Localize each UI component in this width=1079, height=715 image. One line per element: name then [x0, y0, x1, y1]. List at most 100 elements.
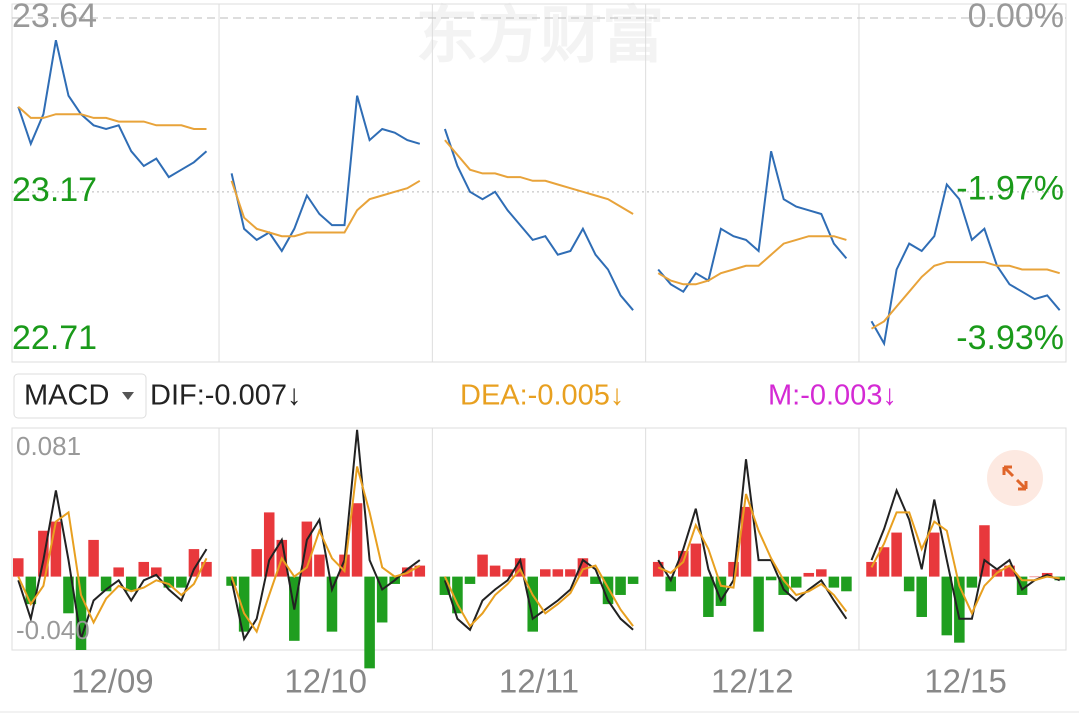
- histogram-bar: [75, 576, 87, 650]
- histogram-bar: [125, 576, 137, 592]
- histogram-bar: [1054, 576, 1065, 581]
- histogram-bar: [816, 569, 827, 577]
- histogram-bar: [13, 558, 24, 577]
- indicator-name: MACD: [24, 380, 109, 412]
- histogram-bar: [590, 576, 601, 584]
- histogram-bar: [88, 539, 99, 577]
- series-line: [17, 39, 208, 179]
- histogram-bar: [514, 558, 526, 577]
- series-line: [657, 150, 848, 294]
- expand-button[interactable]: [987, 450, 1043, 506]
- histogram-bar: [954, 576, 965, 643]
- histogram-bar: [966, 576, 978, 588]
- histogram-bar: [866, 561, 877, 577]
- histogram-bar: [891, 532, 902, 577]
- y-tick-label: -0.040: [16, 615, 90, 645]
- histogram-bar: [464, 576, 476, 584]
- histogram-bar: [979, 525, 990, 577]
- series-line: [443, 564, 634, 628]
- series-line: [870, 182, 1061, 347]
- histogram-bar: [1004, 565, 1015, 577]
- histogram-bar: [301, 521, 313, 577]
- histogram-bar: [1016, 576, 1028, 595]
- histogram-bar: [176, 576, 187, 588]
- legend-dif: DIF:-0.007↓: [150, 380, 302, 412]
- y-tick-label: 23.17: [12, 171, 97, 209]
- histogram-bar: [326, 576, 338, 632]
- histogram-bar: [577, 558, 589, 577]
- histogram-bar: [602, 576, 614, 605]
- y-tick-label: 23.64: [12, 0, 97, 35]
- histogram-bar: [414, 565, 426, 577]
- series-line: [230, 429, 421, 642]
- histogram-bar: [753, 576, 764, 632]
- y2-tick-label: 0.00%: [968, 0, 1064, 35]
- histogram-bar: [439, 576, 451, 595]
- histogram-bar: [828, 576, 840, 588]
- plot-frame: [11, 427, 1067, 651]
- x-tick-label: 12/09: [71, 663, 154, 700]
- histogram-bar: [502, 569, 513, 577]
- series-line: [870, 487, 1061, 620]
- histogram-bar: [690, 543, 702, 577]
- y2-tick-label: -3.93%: [956, 319, 1064, 357]
- histogram-bar: [138, 561, 150, 577]
- histogram-bar: [652, 561, 664, 577]
- y2-tick-label: -1.97%: [956, 169, 1064, 207]
- plot-frame: [11, 3, 1067, 363]
- histogram-bar: [314, 554, 325, 577]
- histogram-bar: [728, 561, 739, 577]
- histogram-bar: [251, 549, 262, 577]
- histogram-bar: [364, 576, 375, 669]
- series-line: [657, 459, 848, 620]
- series-line: [657, 235, 847, 286]
- histogram-bar: [527, 576, 538, 632]
- histogram-bar: [201, 561, 212, 577]
- histogram-bar: [703, 576, 714, 617]
- histogram-bar: [765, 576, 777, 581]
- series-line: [657, 493, 848, 613]
- histogram-bar: [916, 576, 927, 617]
- histogram-bar: [540, 569, 551, 577]
- series-line: [17, 490, 208, 640]
- histogram-bar: [477, 554, 488, 577]
- histogram-bar: [38, 530, 49, 577]
- series-line: [444, 139, 634, 215]
- histogram-bar: [100, 576, 112, 592]
- histogram-bar: [740, 506, 752, 577]
- series-line: [443, 557, 634, 632]
- expand-bg: [987, 450, 1043, 506]
- legend-m: M:-0.003↓: [768, 380, 897, 412]
- x-tick-label: 12/12: [711, 663, 794, 700]
- histogram-bar: [615, 576, 626, 595]
- x-tick-label: 12/11: [499, 663, 579, 700]
- histogram-bar: [790, 576, 802, 588]
- expand-icon: [1002, 465, 1028, 491]
- series-line: [17, 106, 207, 130]
- series-line: [17, 510, 208, 625]
- histogram-bar: [1029, 576, 1040, 578]
- y-tick-label: 0.081: [16, 431, 81, 461]
- histogram-bar: [665, 576, 677, 592]
- x-tick-label: 12/15: [924, 663, 1007, 700]
- histogram-bar: [627, 576, 639, 584]
- watermark: 东方财富: [416, 1, 664, 70]
- series-line: [230, 95, 421, 253]
- histogram-bar: [263, 512, 275, 577]
- x-tick-label: 12/10: [284, 663, 367, 700]
- histogram-bar: [715, 576, 727, 606]
- indicator-dropdown[interactable]: [13, 373, 147, 419]
- histogram-bar: [928, 532, 940, 577]
- histogram-bar: [941, 576, 953, 636]
- histogram-bar: [376, 576, 388, 623]
- histogram-bar: [841, 576, 852, 592]
- histogram-bar: [188, 549, 200, 577]
- histogram-bar: [778, 576, 789, 595]
- series-line: [230, 179, 421, 238]
- histogram-bar: [50, 521, 62, 577]
- histogram-bar: [63, 576, 74, 614]
- histogram-bar: [552, 569, 564, 577]
- histogram-bar: [678, 550, 689, 577]
- histogram-bar: [151, 567, 162, 577]
